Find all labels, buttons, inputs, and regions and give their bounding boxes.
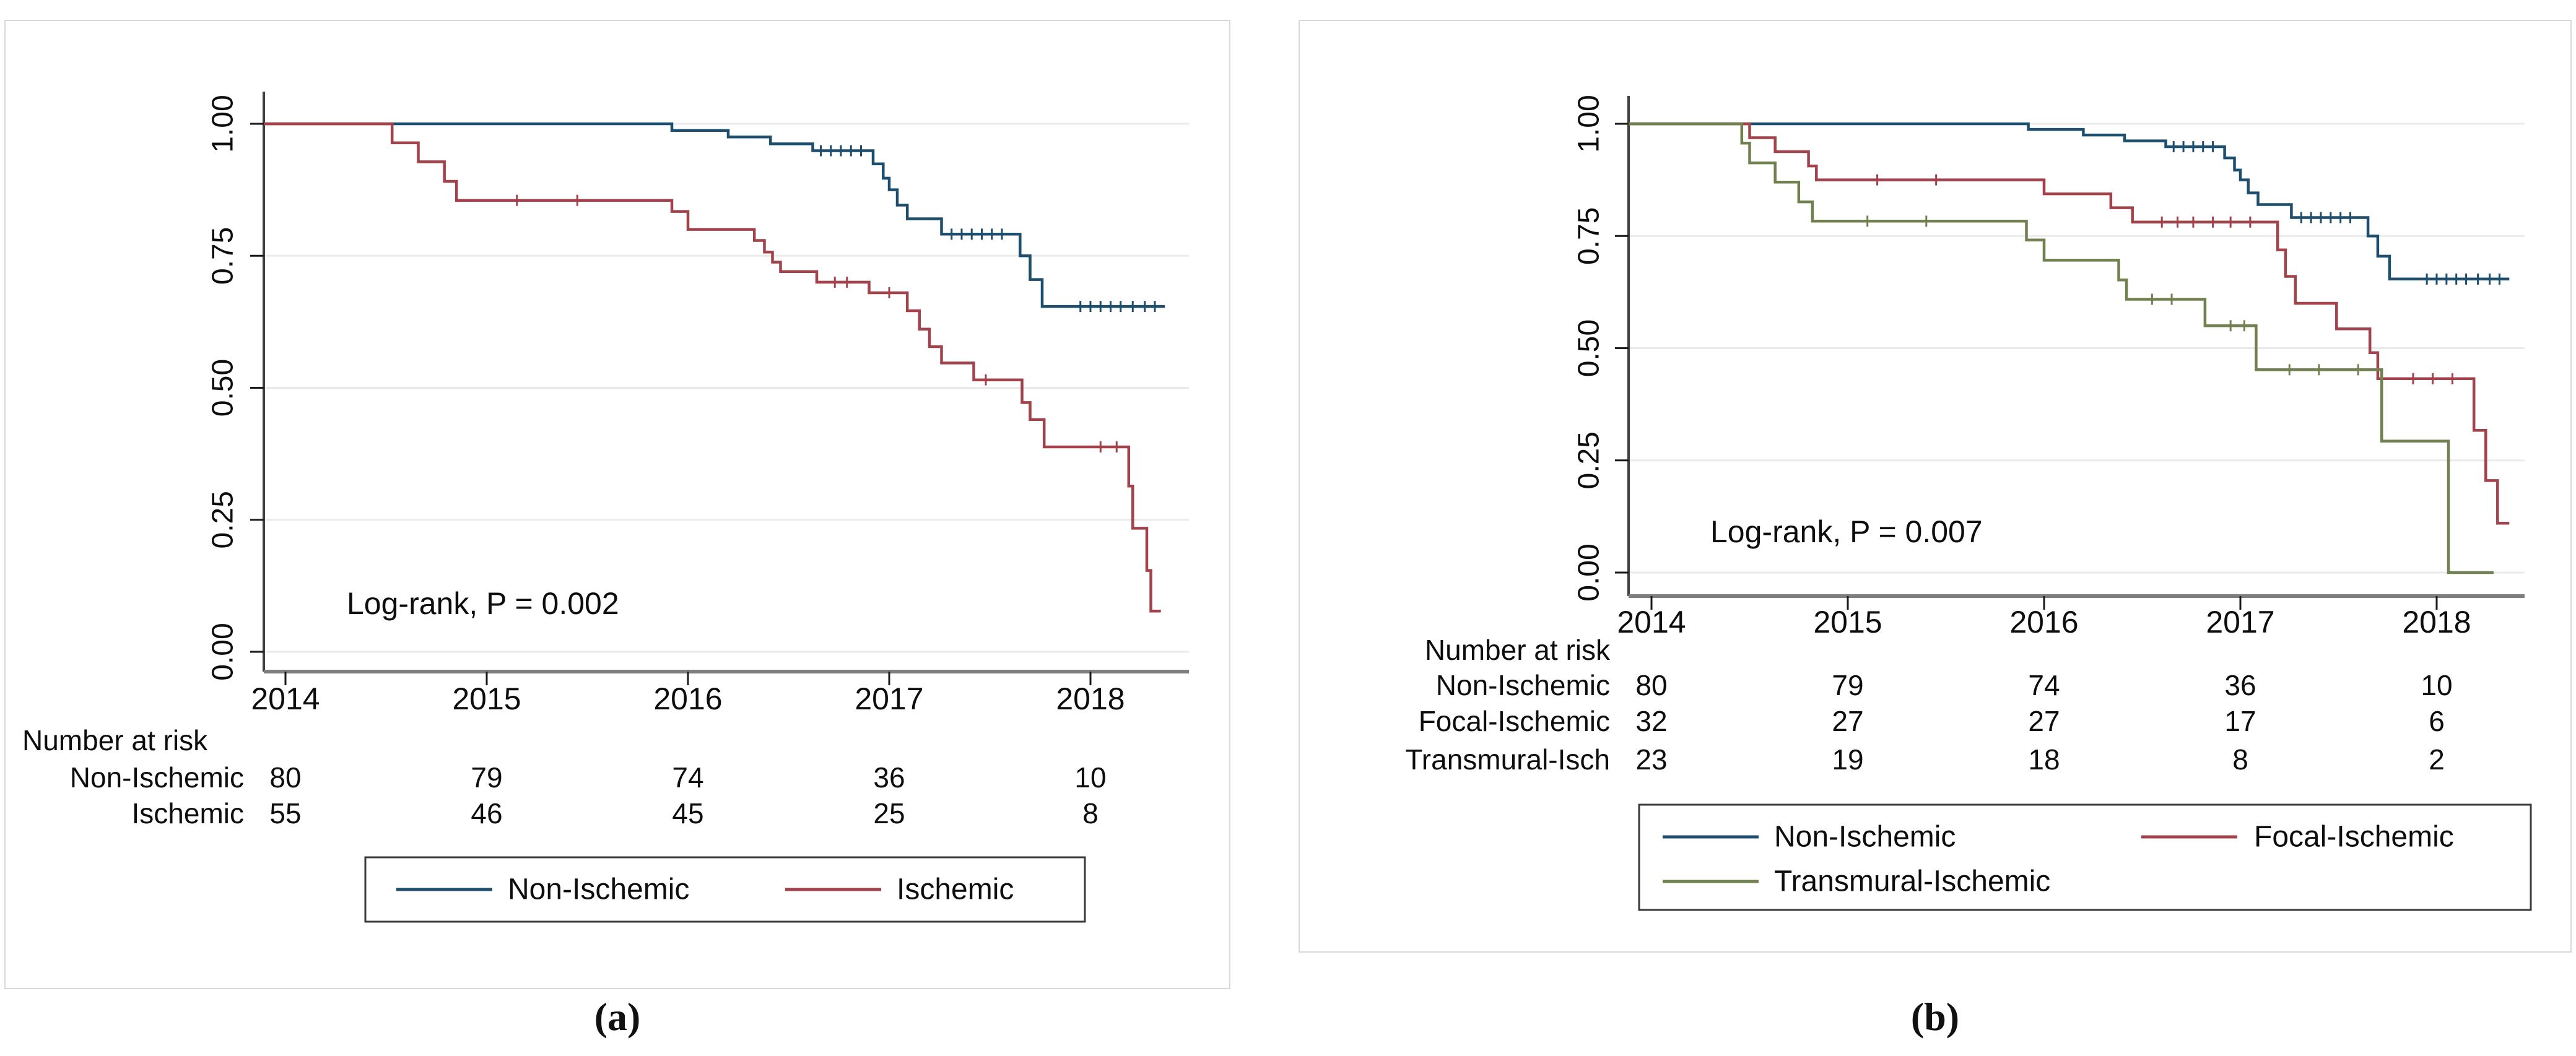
risk-count: 55: [269, 797, 301, 829]
curve-ischemic: [264, 122, 1161, 613]
risk-count: 36: [873, 761, 905, 794]
x-tick-label: 2018: [2402, 605, 2471, 639]
risk-table-title: Number at risk: [1425, 634, 1611, 666]
risk-count: 45: [672, 797, 703, 829]
risk-count: 27: [1832, 705, 1863, 737]
risk-count: 74: [2028, 669, 2060, 701]
y-tick-label: 0.50: [1573, 319, 1606, 377]
risk-count: 46: [471, 797, 502, 829]
x-tick-label: 2016: [653, 682, 722, 716]
curve-non-ischemic: [1629, 122, 2510, 281]
panel-a-caption: (a): [594, 995, 641, 1039]
risk-count: 19: [1832, 743, 1863, 776]
legend-label: Non-Ischemic: [508, 873, 689, 906]
risk-count: 6: [2429, 705, 2445, 737]
x-tick-label: 2014: [251, 682, 320, 716]
risk-count: 80: [1635, 669, 1667, 701]
y-tick-label: 0.25: [1573, 431, 1606, 489]
x-tick-label: 2014: [1617, 605, 1686, 639]
log-rank-annotation: Log-rank, P = 0.002: [347, 586, 619, 621]
y-tick-label: 1.00: [1573, 95, 1606, 152]
risk-count: 27: [2028, 705, 2060, 737]
risk-count: 8: [2232, 743, 2248, 776]
risk-count: 23: [1635, 743, 1667, 776]
x-tick-label: 2018: [1056, 682, 1125, 716]
y-tick-label: 1.00: [207, 95, 240, 152]
risk-count: 10: [1074, 761, 1106, 794]
risk-row-label: Transmural-Isch: [1405, 743, 1610, 776]
risk-count: 32: [1635, 705, 1667, 737]
legend-box: [1638, 803, 2532, 911]
risk-count: 8: [1082, 797, 1099, 829]
x-tick-label: 2016: [2009, 605, 2078, 639]
risk-count: 2: [2429, 743, 2445, 776]
legend-label: Non-Ischemic: [1774, 821, 1956, 854]
risk-count: 18: [2028, 743, 2060, 776]
y-tick-label: 0.00: [1573, 543, 1606, 601]
risk-row-label: Non-Ischemic: [70, 761, 244, 794]
risk-count: 79: [1832, 669, 1863, 701]
curve-non-ischemic: [264, 122, 1165, 308]
risk-row-label: Non-Ischemic: [1436, 669, 1610, 701]
panel-a-frame: [4, 20, 1230, 989]
legend-label: Ischemic: [897, 873, 1014, 906]
curve-focal-ischemic: [1629, 122, 2510, 525]
risk-row-label: Ischemic: [132, 797, 244, 829]
y-tick-label: 0.25: [207, 491, 240, 548]
x-tick-label: 2017: [2206, 605, 2274, 639]
panel-a: 0.00 0.25 0.50 0.75 1.00 2014 2015 2016 2017 2018…: [4, 20, 1230, 989]
risk-count: 74: [672, 761, 703, 794]
panel-b: 0.00 0.25 0.50 0.75 1.00 2014 2015 2016 2017 2018…: [1299, 20, 2572, 953]
risk-count: 36: [2224, 669, 2256, 701]
legend-label: Focal-Ischemic: [2254, 821, 2454, 854]
panel-b-frame: [1299, 20, 2572, 953]
risk-count: 80: [269, 761, 301, 794]
risk-count: 17: [2224, 705, 2256, 737]
x-tick-label: 2015: [1813, 605, 1882, 639]
risk-count: 25: [873, 797, 905, 829]
y-tick-label: 0.00: [207, 623, 240, 680]
legend-label: Transmural-Ischemic: [1774, 865, 2050, 898]
risk-count: 79: [471, 761, 502, 794]
risk-count: 10: [2421, 669, 2452, 701]
x-tick-label: 2017: [855, 682, 923, 716]
y-tick-label: 0.75: [207, 227, 240, 285]
log-rank-annotation: Log-rank, P = 0.007: [1710, 514, 1983, 549]
y-tick-label: 0.75: [1573, 207, 1606, 265]
risk-table-title: Number at risk: [22, 724, 208, 756]
y-tick-label: 0.50: [207, 359, 240, 417]
panel-b-caption: (b): [1910, 995, 1960, 1039]
risk-row-label: Focal-Ischemic: [1419, 705, 1610, 737]
x-tick-label: 2015: [452, 682, 521, 716]
